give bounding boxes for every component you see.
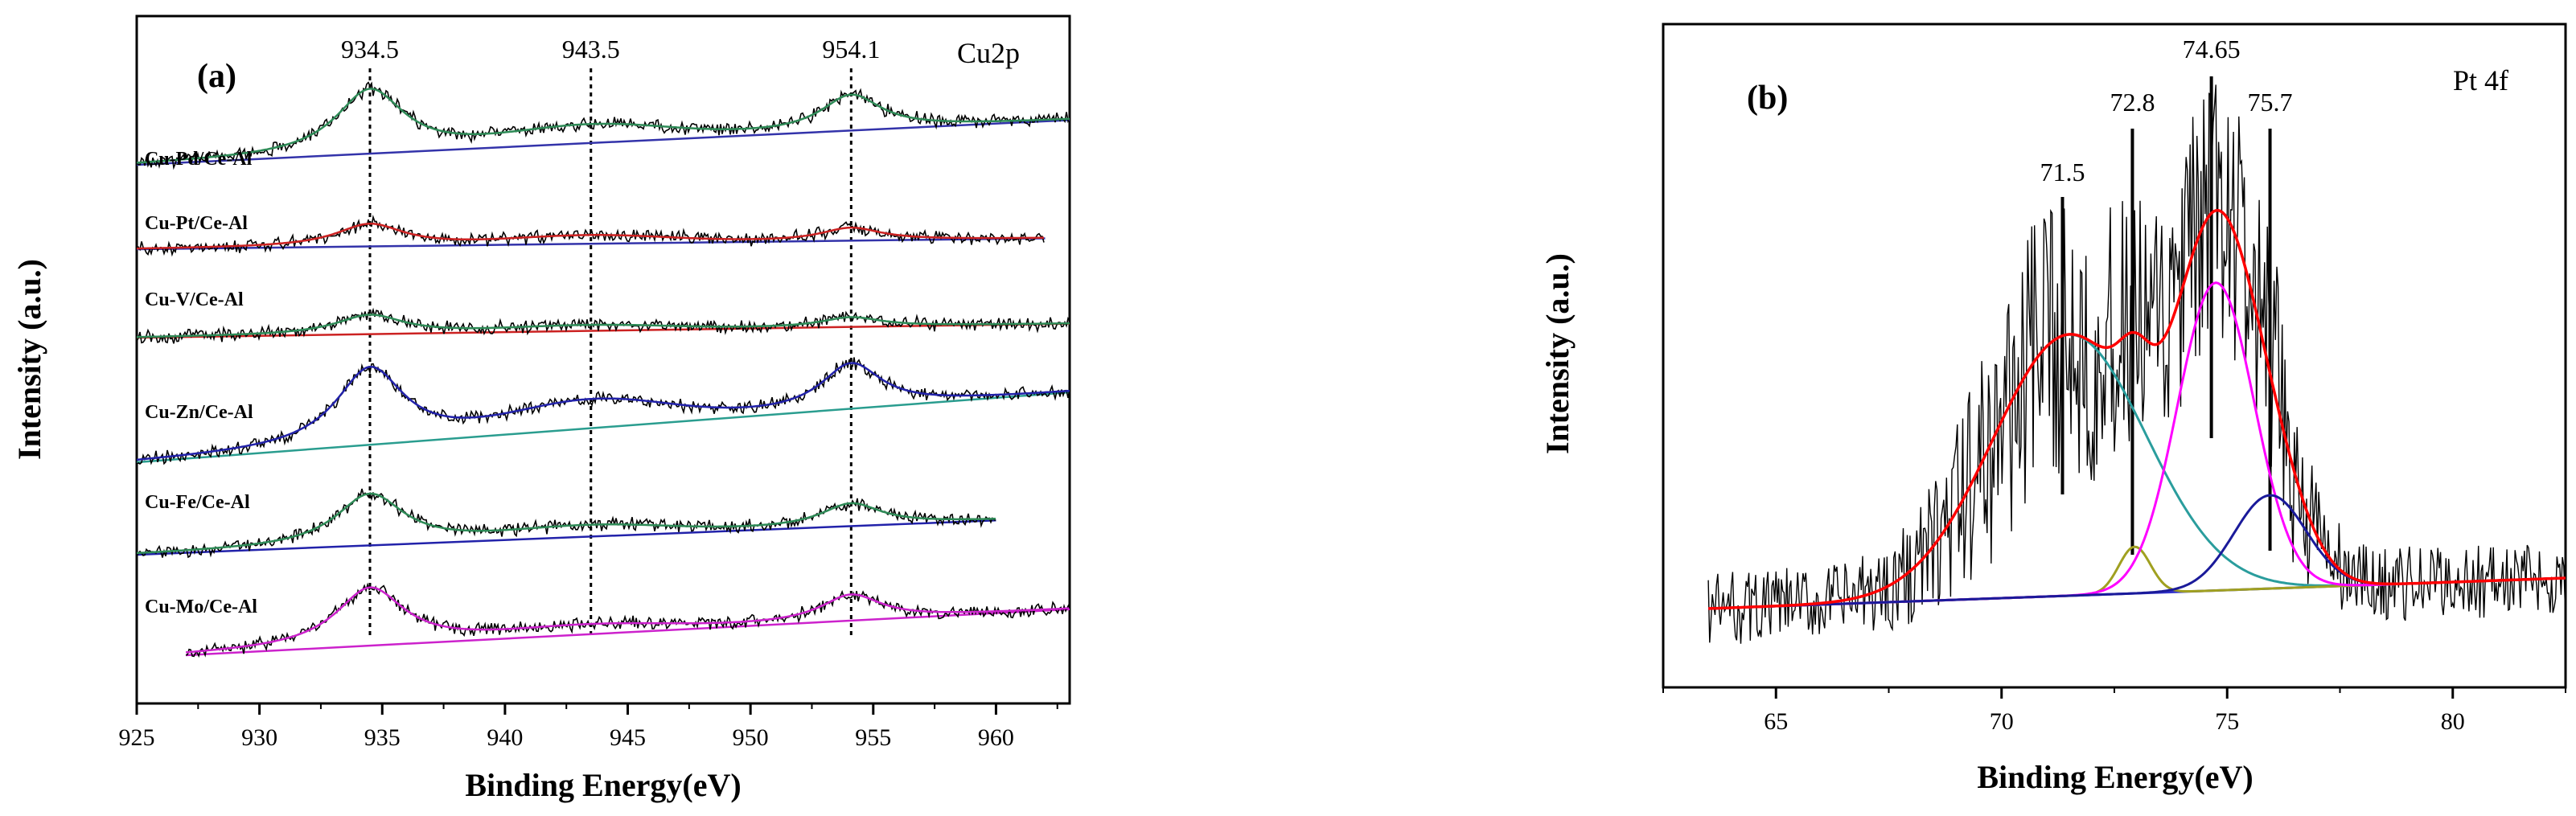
series-raw-spectrum: [136, 488, 996, 559]
panel-a-series: Cu-Pd/Ce-Al Cu-Pt/Ce-Al Cu-V/Ce-Al Cu-Zn/Ce…: [136, 81, 1070, 658]
envelope-fit-curve: [1708, 208, 2566, 610]
series-label: Cu-Pd/Ce-Al: [145, 149, 253, 170]
series-baseline: [185, 608, 1070, 657]
series-label: Cu-Mo/Ce-Al: [145, 597, 257, 617]
panel-a-x-ticks: 925 930 935 940 945 950 955 960: [119, 703, 1058, 751]
x-tick-label: 960: [978, 724, 1014, 751]
series-fit-curve: [137, 222, 1044, 250]
series-baseline: [136, 237, 1046, 251]
series-label: Cu-Zn/Ce-Al: [145, 402, 253, 423]
panel-a-title: Cu2p: [957, 37, 1020, 69]
panel-a-letter: (a): [197, 58, 236, 95]
x-tick-label: 925: [119, 724, 155, 751]
x-tick-label: 940: [487, 724, 523, 751]
x-tick-label: 75: [2215, 708, 2239, 735]
series-label: Cu-V/Ce-Al: [145, 289, 244, 310]
series-fit-curve: [137, 314, 1070, 338]
series-label: Cu-Fe/Ce-Al: [145, 492, 250, 513]
panel-a-peak-lines: 934.5 943.5 954.1: [341, 35, 880, 639]
x-tick-label: 950: [733, 724, 769, 751]
peak-line-label: 71.5: [2040, 158, 2085, 187]
series-baseline: [136, 322, 1070, 339]
x-tick-label: 70: [1990, 708, 2014, 735]
peak-line-label: 72.8: [2110, 88, 2155, 117]
x-tick-label: 65: [1764, 708, 1788, 735]
series-fit-curve: [136, 362, 1070, 461]
x-tick-label: 80: [2441, 708, 2465, 735]
x-tick-label: 945: [610, 724, 646, 751]
panel-b-curves: [1707, 84, 2566, 644]
panel-a-frame: [135, 14, 1071, 705]
component-peak-curve: [1708, 494, 2566, 610]
peak-line-label: 943.5: [562, 35, 620, 64]
panel-b-y-axis-label: Intensity (a.u.): [1539, 253, 1576, 454]
x-tick-label: 930: [241, 724, 277, 751]
series-raw-spectrum: [136, 81, 1070, 170]
series-baseline: [136, 519, 996, 556]
series-baseline: [136, 391, 1070, 464]
series-label: Cu-Pt/Ce-Al: [145, 213, 248, 234]
peak-line-label: 74.65: [2183, 35, 2241, 64]
series-fit-curve: [136, 492, 996, 555]
peak-line-label: 954.1: [822, 35, 880, 64]
series-fit-curve: [136, 88, 1070, 164]
x-tick-label: 935: [364, 724, 401, 751]
panel-a-x-axis-label: Binding Energy(eV): [465, 767, 741, 803]
x-tick-label: 955: [855, 724, 891, 751]
peak-line-label: 75.7: [2248, 88, 2293, 117]
series-fit-curve: [185, 586, 1070, 654]
raw-spectrum: [1707, 84, 2566, 644]
series-raw-spectrum: [136, 357, 1070, 465]
panel-b-x-axis-label: Binding Energy(eV): [1977, 759, 2253, 795]
panel-b-title: Pt 4f: [2453, 64, 2508, 96]
panel-b-letter: (b): [1747, 80, 1788, 117]
panel-a-y-axis-label: Intensity (a.u.): [11, 259, 47, 460]
panel-b-x-ticks: 65 70 75 80: [1662, 687, 2566, 735]
panel-a-cu2p: 925 930 935 940 945 950 955 960 934.5 943.5 954.1…: [11, 14, 1071, 803]
peak-line-label: 934.5: [341, 35, 399, 64]
series-raw-spectrum: [185, 582, 1070, 658]
series-baseline: [136, 119, 1070, 166]
